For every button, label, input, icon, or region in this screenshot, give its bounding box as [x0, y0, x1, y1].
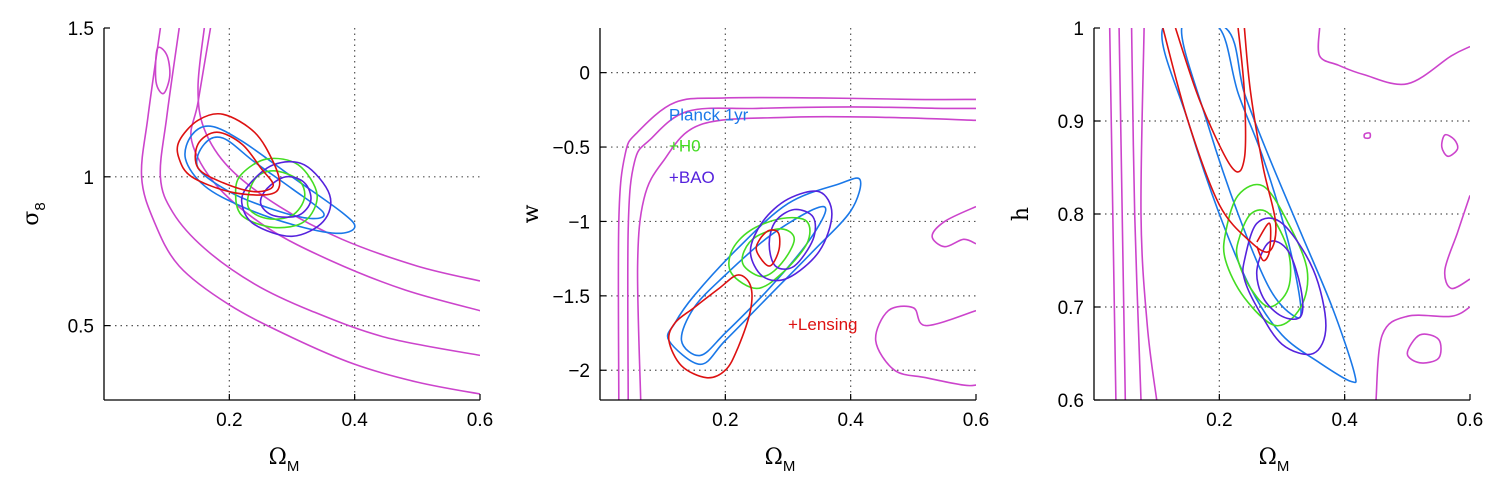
legend-lensing: +Lensing — [788, 315, 857, 334]
x-tick-label: 0.4 — [341, 410, 368, 431]
contour-outer — [874, 305, 976, 387]
legend-bao: +BAO — [669, 168, 715, 187]
panel-w: 0.2 0.4 0.6 −2 −1.5 −1 −0.5 0 ΩM w Planck 1yr +H0 +B… — [519, 28, 989, 475]
contours-h — [1108, 28, 1470, 400]
contour-lensing — [194, 131, 275, 193]
legend-h0: +H0 — [669, 137, 701, 156]
contour-outer — [190, 28, 480, 312]
x-tick-label: 0.4 — [1331, 410, 1358, 431]
contour-h0 — [728, 216, 811, 290]
contour-bao — [749, 190, 833, 282]
y-tick-label: −1 — [568, 212, 590, 233]
contour-outer — [1317, 28, 1470, 86]
y-tick-label: 0 — [579, 64, 590, 85]
y-tick-label: 0.8 — [1058, 205, 1084, 226]
x-tick-label: 0.2 — [1206, 410, 1232, 431]
y-tick-label: 0.9 — [1058, 112, 1084, 133]
contour-lensing — [176, 112, 281, 196]
y-tick-label: 0.7 — [1058, 298, 1084, 319]
contour-outer — [636, 115, 976, 400]
x-tick-label: 0.6 — [1457, 410, 1483, 431]
panel-h: 0.2 0.4 0.6 0.6 0.7 0.8 0.9 1 ΩM h — [1009, 19, 1483, 475]
contour-outer — [1118, 28, 1127, 400]
y-tick-label: 1 — [1073, 19, 1084, 40]
y-axis-label: σ8 — [19, 202, 49, 225]
contour-outer — [159, 28, 480, 357]
contour-outer — [140, 28, 480, 395]
contour-lensing — [667, 274, 753, 379]
contour-bao — [1255, 240, 1304, 321]
contour-h0 — [234, 157, 318, 229]
legend-planck-1yr: Planck 1yr — [669, 105, 749, 124]
contour-planck-1yr — [666, 177, 862, 366]
y-tick-label: −2 — [568, 361, 590, 382]
contour-outer — [1375, 306, 1470, 400]
contour-outer — [154, 46, 171, 95]
x-axis-label: ΩM — [269, 445, 300, 475]
contour-bao — [259, 175, 312, 218]
contour-outer — [931, 205, 976, 248]
y-axis-label: h — [1009, 207, 1034, 221]
y-tick-label: 0.5 — [68, 317, 94, 338]
y-tick-label: 0.6 — [1058, 391, 1084, 412]
y-axis-label: w — [519, 204, 544, 223]
contour-outer — [197, 28, 480, 282]
contour-h0 — [1235, 209, 1292, 308]
contour-lensing — [755, 229, 781, 267]
x-tick-label: 0.2 — [216, 410, 242, 431]
contour-lensing — [1256, 222, 1272, 262]
contour-planck-1yr — [195, 136, 325, 220]
y-tick-label: −1.5 — [552, 287, 590, 308]
contour-outer — [1406, 333, 1442, 364]
contour-h0 — [1222, 183, 1309, 327]
y-tick-label: −0.5 — [552, 138, 590, 159]
x-axis-label: ΩM — [1259, 445, 1290, 475]
contour-lensing — [1174, 28, 1247, 173]
x-tick-label: 0.2 — [712, 410, 738, 431]
contour-outer — [1140, 28, 1158, 400]
contour-h0 — [246, 170, 306, 220]
x-tick-label: 0.6 — [467, 410, 493, 431]
contour-outer — [1440, 133, 1459, 158]
contour-outer — [617, 96, 976, 400]
x-tick-label: 0.4 — [837, 410, 864, 431]
x-tick-label: 0.6 — [963, 410, 989, 431]
contour-outer — [1443, 195, 1470, 290]
x-axis-label: ΩM — [765, 445, 796, 475]
contour-planck-1yr — [680, 205, 827, 357]
contour-outer — [626, 106, 976, 400]
panel-sigma8: 0.2 0.4 0.6 0.5 1 1.5 ΩM σ8 — [19, 19, 493, 475]
y-tick-label: 1 — [83, 168, 94, 189]
contour-bao — [240, 160, 332, 238]
contour-h0 — [741, 228, 796, 278]
contour-planck-1yr — [1161, 28, 1357, 384]
contour-outer — [1363, 132, 1372, 140]
contours-sigma8 — [140, 28, 480, 395]
contour-planck-1yr — [184, 125, 356, 235]
contour-outer — [1130, 28, 1142, 400]
contour-bao — [1242, 217, 1327, 356]
contours-w — [617, 96, 976, 400]
contour-bao — [768, 208, 817, 270]
y-tick-label: 1.5 — [68, 19, 94, 40]
contour-outer — [1108, 28, 1117, 400]
